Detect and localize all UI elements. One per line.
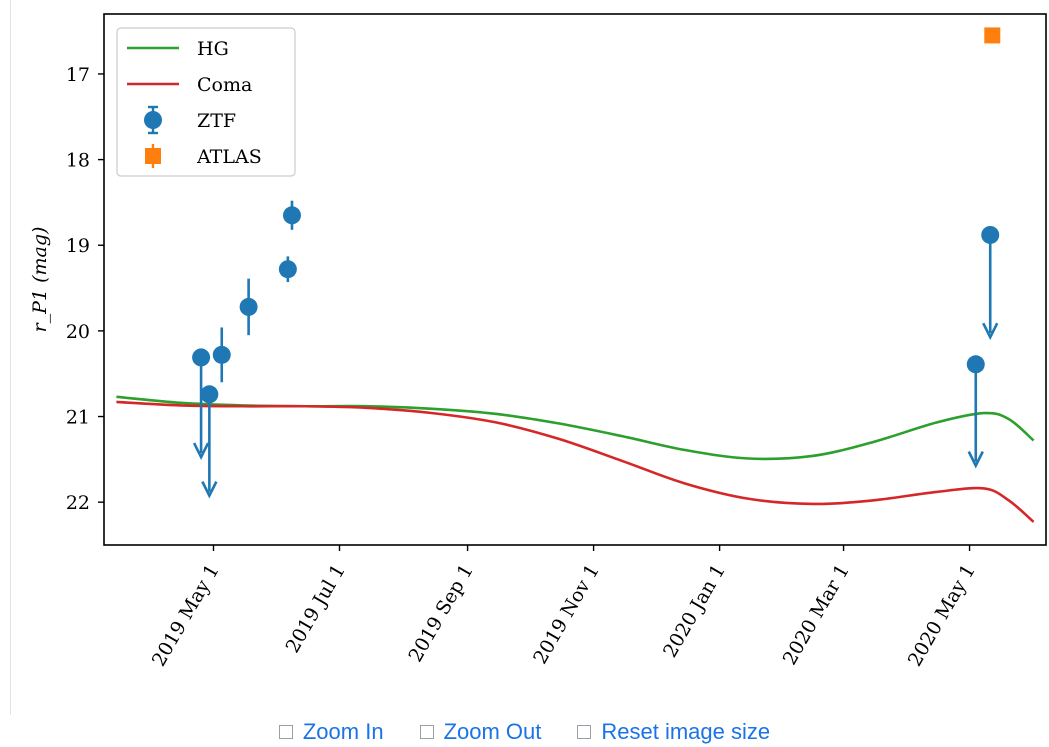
legend-label-coma: Coma xyxy=(197,74,252,96)
chart: 17 18 19 20 21 22 2019 May 1 2019 Jul 1 2019 Sep… xyxy=(29,13,1047,671)
zoom-in-icon xyxy=(278,724,293,739)
ztf-limit-arrow xyxy=(201,481,218,499)
zoom-out-label: Zoom Out xyxy=(443,718,542,744)
x-tick-label: 2019 Nov 1 xyxy=(529,561,604,668)
ztf-point xyxy=(282,206,301,225)
reset-icon xyxy=(577,724,592,739)
y-tick-label: 17 xyxy=(66,64,90,86)
page-divider xyxy=(10,0,11,715)
ztf-point xyxy=(200,385,219,404)
image-controls: Zoom In Zoom Out Reset image size xyxy=(0,716,1049,747)
zoom-out-icon xyxy=(419,724,434,739)
ztf-point xyxy=(966,355,985,374)
legend-label-ztf: ZTF xyxy=(197,110,236,132)
x-tick-label: 2020 Jan 1 xyxy=(659,561,730,662)
x-tick-label: 2019 Sep 1 xyxy=(404,561,478,666)
series-line-coma xyxy=(116,400,1035,523)
y-tick-label: 20 xyxy=(66,321,90,343)
y-axis-label: r_P1 (mag) xyxy=(29,227,51,333)
y-tick-label: 21 xyxy=(66,407,90,429)
y-tick-label: 19 xyxy=(66,235,90,257)
x-tick-label: 2019 Jul 1 xyxy=(282,561,350,657)
reset-label: Reset image size xyxy=(601,718,771,744)
legend-swatch-atlas xyxy=(145,148,161,164)
ztf-point xyxy=(278,260,297,279)
plot-frame xyxy=(103,13,1047,546)
x-tick-label: 2020 Mar 1 xyxy=(779,561,854,669)
zoom-in-button[interactable]: Zoom In xyxy=(278,718,384,745)
ztf-point xyxy=(212,345,231,364)
ztf-point xyxy=(239,297,258,316)
ztf-limit-arrow xyxy=(192,442,210,460)
ztf-point xyxy=(981,225,1000,244)
legend-swatch-ztf xyxy=(144,111,162,129)
ztf-limit-arrow xyxy=(982,322,999,341)
zoom-out-button[interactable]: Zoom Out xyxy=(419,718,542,745)
atlas-point xyxy=(984,27,1001,44)
x-tick-label: 2020 May 1 xyxy=(904,561,980,671)
reset-image-size-button[interactable]: Reset image size xyxy=(577,719,770,745)
legend-label-atlas: ATLAS xyxy=(196,146,262,168)
y-tick-label: 18 xyxy=(66,150,90,172)
ztf-limit-arrow xyxy=(967,451,984,469)
y-tick-label: 22 xyxy=(66,492,90,514)
legend-label-hg: HG xyxy=(197,38,229,60)
x-tick-label: 2019 May 1 xyxy=(148,561,224,671)
zoom-in-label: Zoom In xyxy=(302,718,384,744)
legend-box xyxy=(116,27,296,177)
ztf-point xyxy=(192,348,211,367)
